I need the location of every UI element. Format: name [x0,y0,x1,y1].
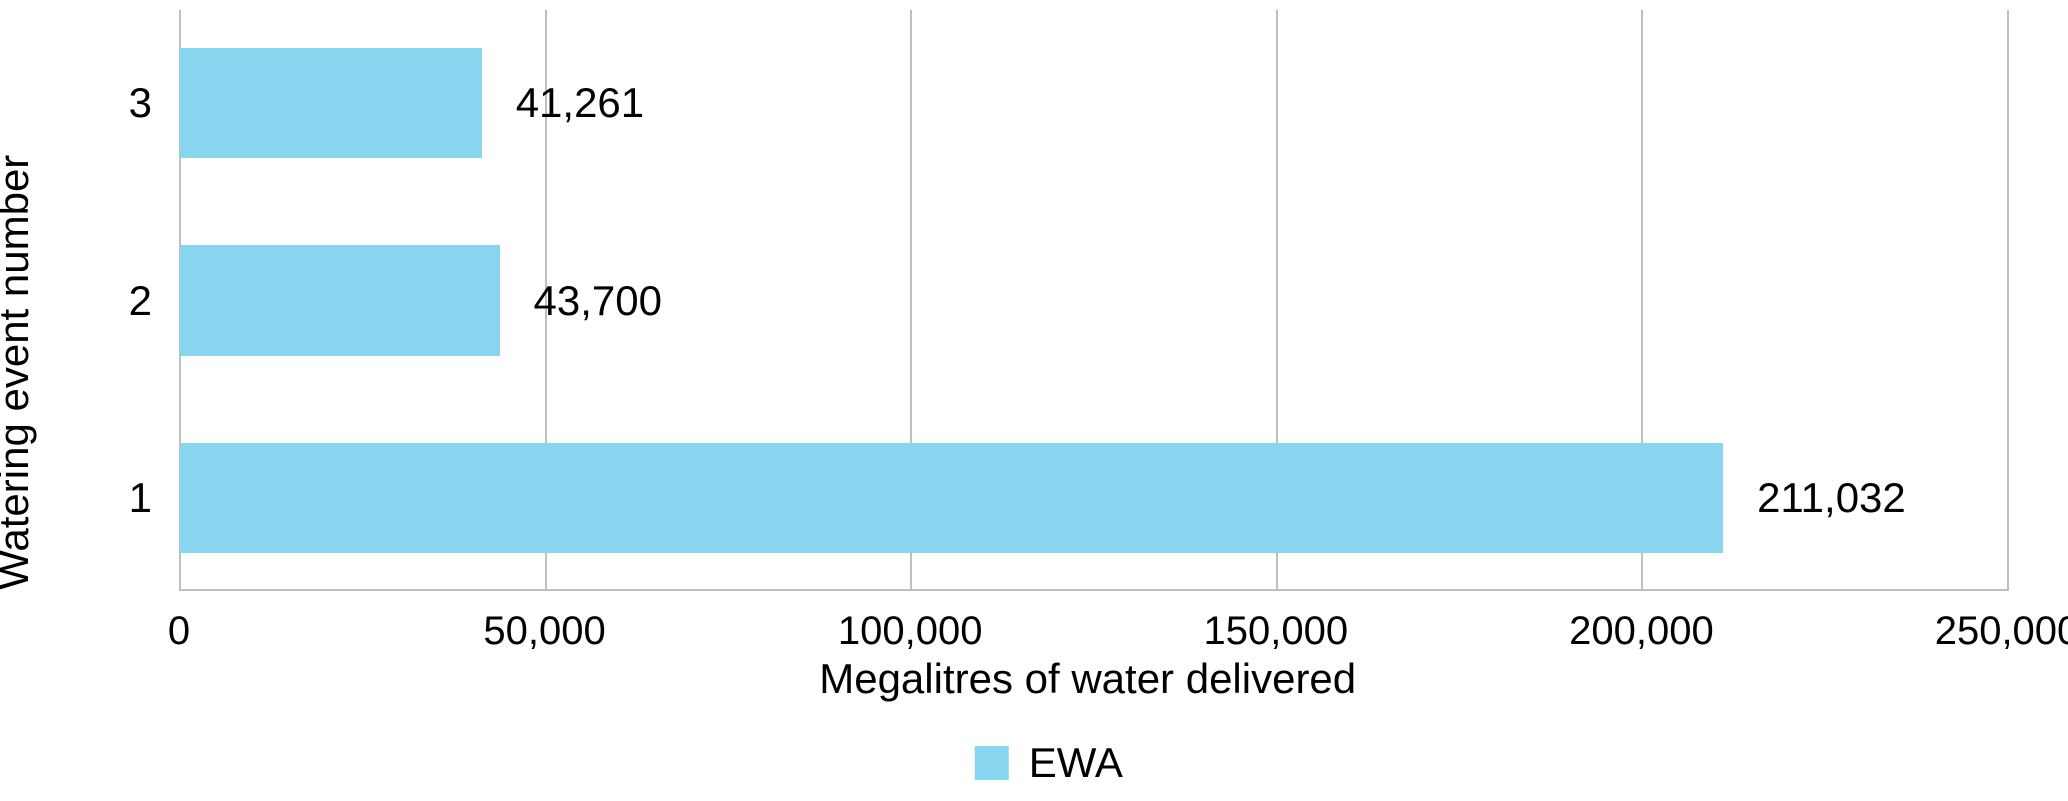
bars-layer: 1211,032 243,700 341,261 [180,10,2008,591]
y-category-label: 3 [129,79,152,127]
chart-container: Watering event number 050,000100,000150,… [0,0,2068,801]
bar [180,48,482,158]
y-axis-title: Watering event number [0,154,38,589]
bar-value-label: 211,032 [1757,474,1906,522]
x-tick-label: 100,000 [838,609,983,654]
y-category-label: 1 [129,474,152,522]
x-tick-label: 0 [168,609,190,654]
bar [180,245,500,355]
legend-swatch [975,746,1009,780]
legend: EWA [975,739,1123,787]
bar-value-label: 43,700 [534,277,662,325]
x-axis-title: Megalitres of water delivered [819,655,1356,703]
y-category-label: 2 [129,277,152,325]
bar-row: 243,700 [180,245,2008,355]
x-tick-label: 250,000 [1935,609,2068,654]
legend-label: EWA [1029,739,1123,787]
bar [180,443,1723,553]
x-tick-label: 200,000 [1569,609,1714,654]
x-tick-label: 50,000 [483,609,605,654]
bar-row: 341,261 [180,48,2008,158]
plot-area: 050,000100,000150,000200,000250,000 1211… [180,10,2008,591]
x-tick-label: 150,000 [1204,609,1349,654]
bar-value-label: 41,261 [516,79,644,127]
bar-row: 1211,032 [180,443,2008,553]
